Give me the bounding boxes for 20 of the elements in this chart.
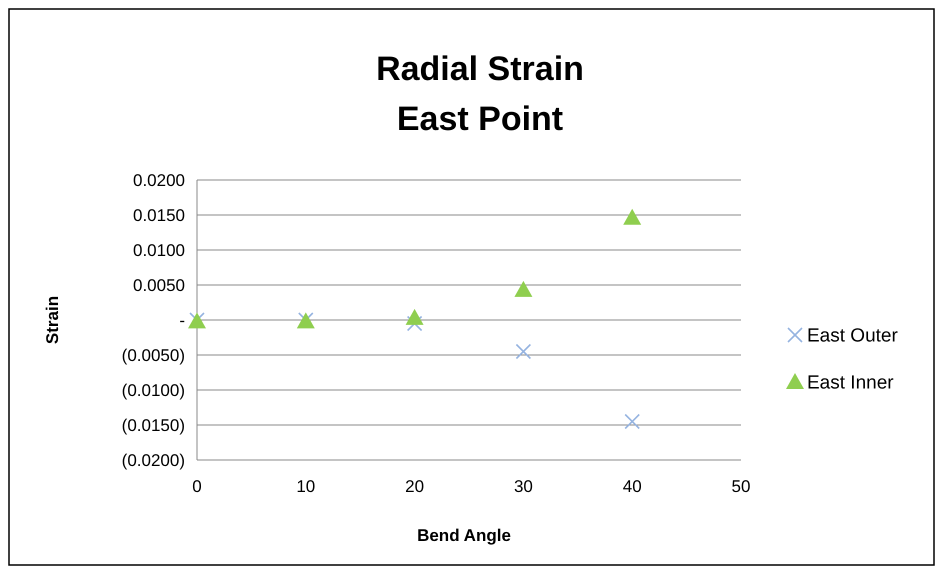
x-tick-label: 20 [405,477,424,496]
legend-label: East Inner [807,372,894,394]
chart-title: Radial Strain East Point [376,50,584,138]
x-tick-label: 30 [514,477,533,496]
y-tick-label: 0.0100 [133,240,185,260]
y-tick-label: - [179,310,185,330]
x-tick-label: 50 [732,477,750,496]
y-tick-label: 0.0050 [133,276,185,295]
y-tick-label: (0.0100) [122,380,185,400]
y-tick-label: 0.0200 [133,170,185,190]
x-tick-label: 0 [192,477,202,496]
x-tick-label: 40 [622,477,642,496]
y-tick-label: 0.0150 [133,206,185,225]
y-tick-label: (0.0050) [122,346,185,365]
y-tick-label: (0.0200) [122,450,185,470]
y-axis-title: Strain [43,296,62,344]
legend-label: East Outer [807,326,898,347]
x-tick-label: 10 [296,477,316,496]
y-tick-label: (0.0150) [122,416,185,435]
x-axis-title: Bend Angle [417,526,511,545]
